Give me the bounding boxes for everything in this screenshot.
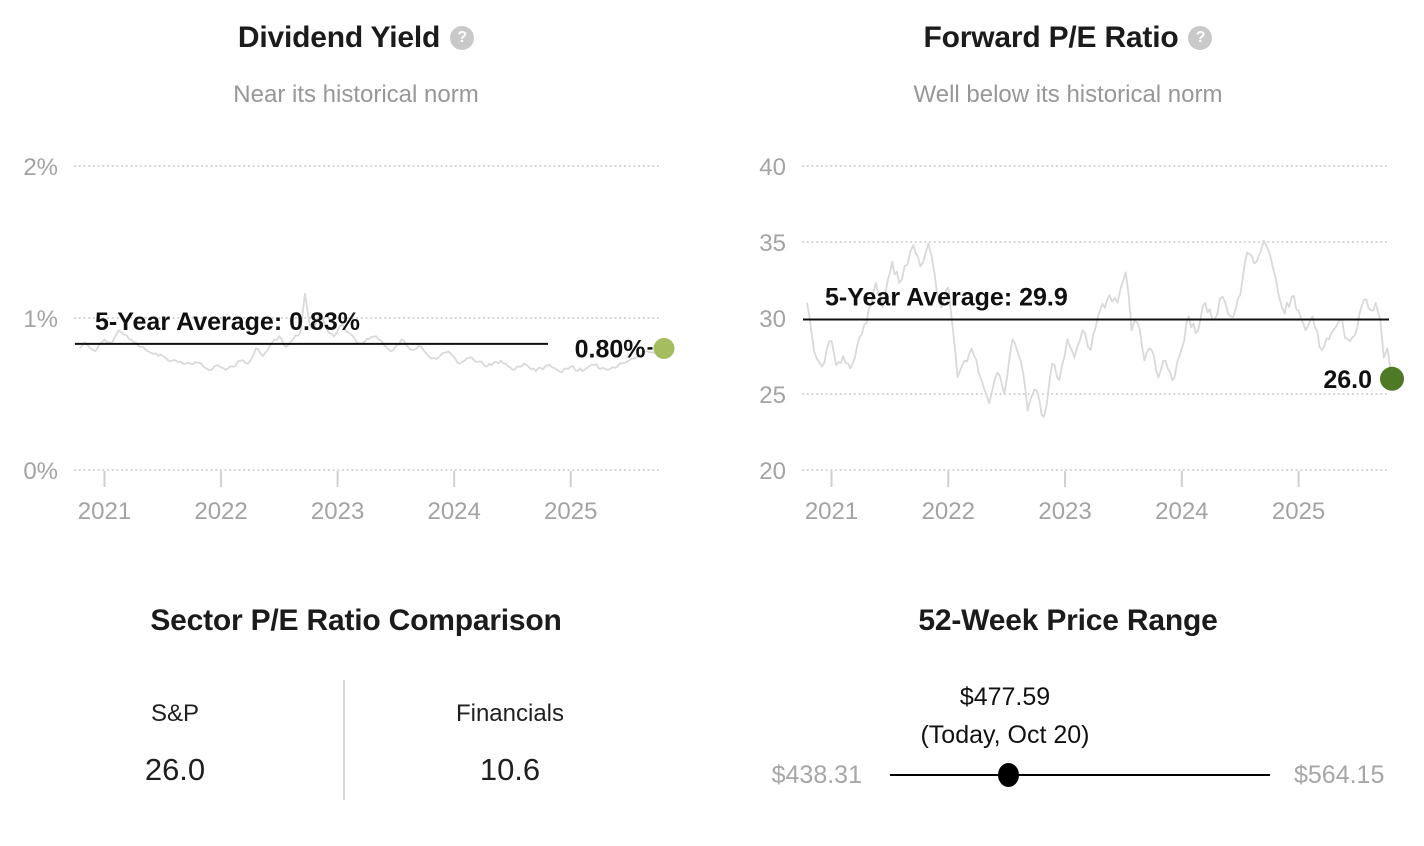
forward-pe-panel: Forward P/E Ratio ? Well below its histo… [712,0,1424,560]
svg-text:2021: 2021 [805,498,858,525]
svg-text:26.0: 26.0 [1323,366,1372,394]
svg-text:2021: 2021 [78,498,131,525]
current-price-note: (Today, Oct 20) [920,721,1090,749]
svg-text:2025: 2025 [1272,498,1325,525]
current-price-marker-dot [998,763,1020,787]
help-icon[interactable]: ? [1188,26,1213,50]
svg-text:30: 30 [759,306,786,333]
svg-text:2024: 2024 [427,498,480,525]
svg-text:25: 25 [759,382,786,409]
dividend-yield-title: Dividend Yield ? [237,20,475,56]
dividend-yield-subtitle: Near its historical norm [233,81,479,108]
svg-text:0.80%: 0.80% [575,335,646,363]
sector-label: S&P [150,700,200,727]
sector-label: Financials [455,700,565,727]
svg-text:2023: 2023 [311,498,364,525]
svg-text:2025: 2025 [544,498,597,525]
sector-column-financials: Financials 10.6 [390,700,630,788]
sector-pe-title: Sector P/E Ratio Comparison [150,604,562,637]
svg-text:20: 20 [759,458,786,485]
forward-pe-title-text: Forward P/E Ratio [923,21,1179,54]
svg-text:5-Year Average: 0.83%: 5-Year Average: 0.83% [95,308,360,336]
svg-text:2022: 2022 [194,498,247,525]
dividend-yield-panel: Dividend Yield ? Near its historical nor… [0,0,712,560]
svg-text:2022: 2022 [922,498,975,525]
svg-text:1%: 1% [23,306,58,333]
current-price-block: $477.59 (Today, Oct 20) [712,678,1298,754]
svg-text:2024: 2024 [1155,498,1208,525]
vertical-divider [343,680,345,800]
svg-text:2023: 2023 [1038,498,1091,525]
dividend-yield-chart: 0% 1% 2% 2021 2022 2023 2024 2025 5-Year Average… [23,154,675,525]
help-icon[interactable]: ? [450,26,475,50]
forward-pe-header: Forward P/E Ratio ? Well below its histo… [712,0,1424,108]
svg-text:35: 35 [759,230,786,257]
sector-pe-panel: Sector P/E Ratio Comparison S&P 26.0 Fin… [0,560,712,846]
svg-text:40: 40 [759,154,786,181]
forward-pe-subtitle: Well below its historical norm [913,81,1223,108]
svg-text:5-Year Average: 29.9: 5-Year Average: 29.9 [825,284,1068,312]
price-range-panel: 52-Week Price Range $477.59 (Today, Oct … [712,560,1424,846]
forward-pe-title: Forward P/E Ratio ? [924,20,1213,56]
range-low-label: $438.31 [771,761,862,789]
dividend-yield-header: Dividend Yield ? Near its historical nor… [0,0,712,108]
range-track [890,774,1270,776]
price-range-title: 52-Week Price Range [918,604,1218,637]
sector-value: 26.0 [144,752,206,787]
svg-text:2%: 2% [23,154,58,181]
svg-text:0%: 0% [23,458,58,485]
range-high-label: $564.15 [1294,761,1385,789]
dividend-yield-title-text: Dividend Yield [237,21,441,54]
sector-value: 10.6 [479,752,541,787]
sector-column-sp: S&P 26.0 [55,700,295,788]
current-price: $477.59 [959,683,1051,711]
